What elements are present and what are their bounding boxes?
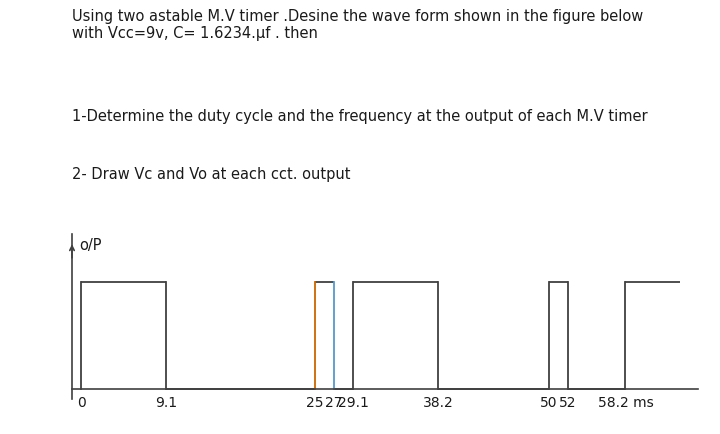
Text: Using two astable M.V timer .Desine the wave form shown in the figure below
with: Using two astable M.V timer .Desine the …: [72, 9, 643, 41]
Text: 1-Determine the duty cycle and the frequency at the output of each M.V timer: 1-Determine the duty cycle and the frequ…: [72, 108, 647, 124]
Text: o/P: o/P: [79, 237, 102, 253]
Text: 2- Draw Vc and Vo at each cct. output: 2- Draw Vc and Vo at each cct. output: [72, 167, 351, 182]
